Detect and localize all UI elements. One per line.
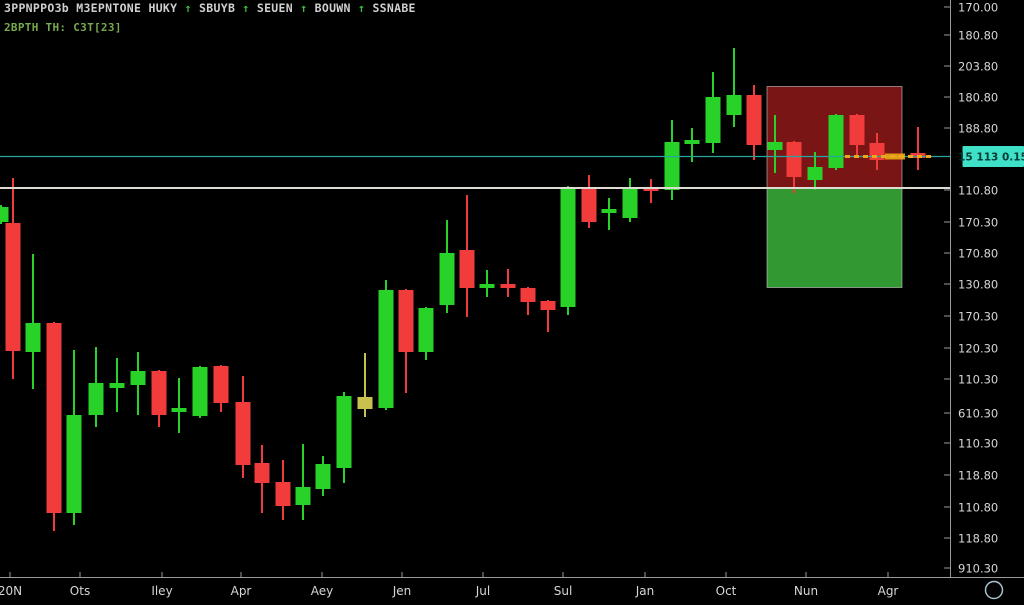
order-price-marker[interactable] — [885, 153, 905, 160]
price-axis-label: 118.80 — [958, 469, 998, 483]
candle — [439, 220, 455, 313]
candle — [46, 322, 62, 531]
circle-button[interactable] — [984, 580, 1004, 600]
price-axis-label: 130.80 — [958, 278, 998, 292]
price-axis-label: 170.30 — [958, 216, 998, 230]
candle — [479, 270, 495, 297]
candle — [643, 179, 659, 203]
candle — [705, 72, 721, 153]
candle — [315, 456, 331, 496]
candle — [726, 48, 742, 127]
price-axis-label: 610.30 — [958, 407, 998, 421]
time-axis-label: Iley — [151, 584, 172, 598]
candle — [786, 141, 802, 193]
price-axis-label: 203.80 — [958, 60, 998, 74]
legend-segment: ↑ — [184, 1, 200, 15]
legend-symbol-line: 3PPNPPO3b M3EPNTONE HUKY ↑ SBUYB ↑ SEUEN… — [4, 1, 416, 15]
legend-segment: ↑ — [357, 1, 373, 15]
price-axis-label: 188.80 — [958, 122, 998, 136]
candle — [357, 353, 373, 417]
legend-segment: ↑ — [300, 1, 315, 15]
time-axis-label: Sul — [554, 584, 573, 598]
candle — [459, 195, 475, 317]
legend-segment: SBUYB — [199, 1, 243, 15]
reward-box[interactable] — [766, 187, 903, 288]
price-axis-label: 110.30 — [958, 437, 998, 451]
candle — [151, 370, 167, 427]
price-axis-label: 118.80 — [958, 532, 998, 546]
price-axis-label: 910.30 — [958, 562, 998, 576]
candle — [418, 307, 434, 360]
candle — [378, 280, 394, 410]
candle — [109, 358, 125, 412]
time-axis-label: Ots — [70, 584, 90, 598]
candle — [398, 289, 414, 393]
overlay-lines-layer — [0, 153, 950, 189]
candles-layer — [0, 48, 926, 531]
candle — [560, 186, 576, 315]
candle — [171, 378, 187, 433]
price-axis-label: 170.00 — [958, 1, 998, 15]
candle — [235, 376, 251, 478]
candle — [849, 114, 865, 157]
price-axis-label: 120.30 — [958, 342, 998, 356]
legend-segment: 3PPNPPO3b M3EPNTONE HUKY — [4, 1, 185, 15]
candle — [767, 115, 783, 173]
candle — [807, 152, 823, 190]
time-axis-label: Aey — [311, 584, 333, 598]
legend-segment: SSNABE — [372, 1, 416, 15]
candle — [500, 269, 516, 297]
candle — [910, 127, 926, 170]
time-axis-label: Jul — [475, 584, 490, 598]
candle — [88, 347, 104, 427]
candle — [213, 365, 229, 412]
current-price-label-bg[interactable] — [962, 146, 1024, 167]
legend-segment: BOUWN — [314, 1, 358, 15]
price-axis-label: 110.30 — [958, 373, 998, 387]
legend-segment: ↑ — [242, 1, 257, 15]
candle — [66, 350, 82, 525]
candle — [5, 178, 21, 379]
candle — [520, 287, 536, 315]
legend-segment: SEUEN — [256, 1, 301, 15]
chart-legend: 3PPNPPO3b M3EPNTONE HUKY ↑ SBUYB ↑ SEUEN… — [4, 1, 416, 34]
candle — [828, 114, 844, 170]
candle — [622, 178, 638, 222]
time-axis-label: Oct — [716, 584, 737, 598]
time-axis-label: 20N — [0, 584, 22, 598]
price-axis-label: 110.80 — [958, 184, 998, 198]
time-axis-label: Agr — [878, 584, 899, 598]
candle — [540, 300, 556, 332]
price-axis-label: 180.80 — [958, 91, 998, 105]
time-axis-label: Nun — [794, 584, 818, 598]
candle — [581, 175, 597, 228]
time-axis-label: Apr — [231, 584, 252, 598]
candle — [746, 85, 762, 160]
price-axis-label: 170.80 — [958, 247, 998, 261]
candle — [130, 352, 146, 415]
current-price-label[interactable]: 15 113 0.15 — [958, 152, 1024, 164]
legend-line2: 2BPTH TH: C3T[23] — [4, 20, 122, 34]
candle — [254, 445, 270, 513]
price-axis-label: 180.80 — [958, 29, 998, 43]
price-axis-label: 170.30 — [958, 310, 998, 324]
candle — [192, 366, 208, 418]
candle — [295, 444, 311, 520]
price-axis-label: 110.80 — [958, 501, 998, 515]
candle — [664, 120, 680, 200]
candle — [601, 198, 617, 230]
candle — [0, 205, 9, 224]
time-axis-label: Jan — [635, 584, 655, 598]
candle — [25, 254, 41, 389]
candle — [275, 460, 291, 520]
candle — [336, 392, 352, 483]
time-axis-label: Jen — [392, 584, 412, 598]
